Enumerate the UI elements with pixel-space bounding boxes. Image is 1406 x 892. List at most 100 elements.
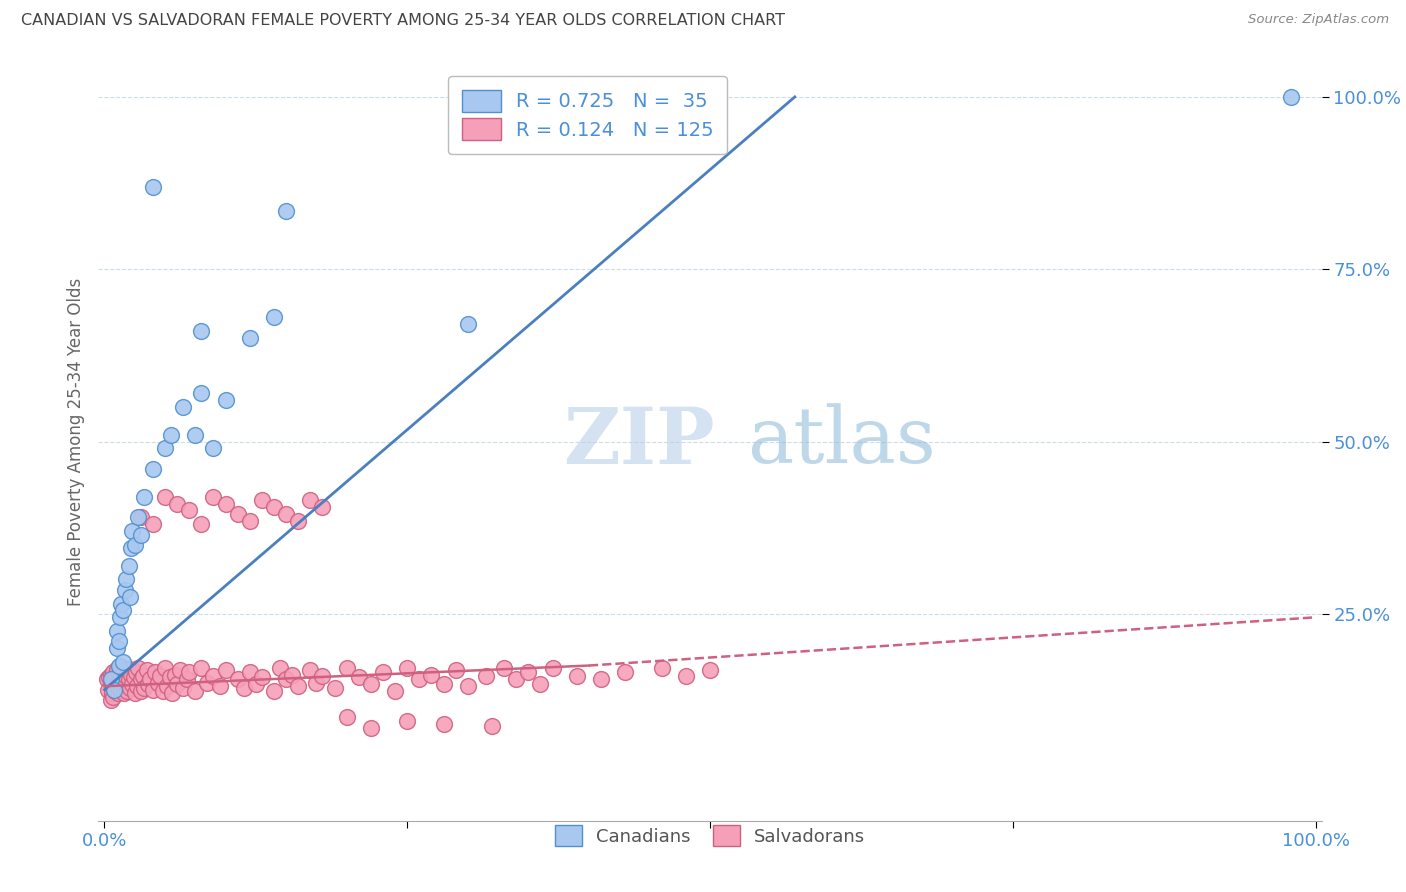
Point [162, 686, 184, 700]
Point [118, 662, 141, 676]
Point [118, 681, 141, 696]
Point [153, 442, 176, 456]
Point [153, 490, 176, 504]
Point [112, 686, 135, 700]
Point [172, 400, 194, 414]
Point [614, 665, 637, 680]
Point [276, 673, 298, 687]
Point [245, 677, 267, 691]
Point [214, 393, 236, 408]
Point [103, 673, 125, 687]
Point [103, 682, 125, 697]
Point [184, 684, 207, 698]
Point [105, 641, 128, 656]
Point [263, 500, 285, 514]
Point [179, 503, 201, 517]
Point [505, 673, 527, 687]
Point [108, 667, 131, 681]
Point [408, 673, 430, 687]
Point [100, 693, 122, 707]
Point [127, 660, 149, 674]
Point [108, 634, 131, 648]
Point [481, 718, 503, 732]
Point [190, 386, 212, 401]
Point [336, 710, 359, 724]
Point [475, 669, 498, 683]
Point [111, 655, 134, 669]
Point [115, 573, 138, 587]
Point [142, 179, 165, 194]
Point [135, 664, 157, 678]
Point [699, 664, 721, 678]
Point [121, 677, 143, 691]
Point [107, 675, 129, 690]
Point [129, 510, 152, 524]
Point [323, 681, 346, 696]
Point [396, 714, 419, 728]
Point [202, 442, 225, 456]
Point [97, 682, 120, 697]
Point [311, 669, 333, 683]
Point [103, 681, 125, 696]
Point [129, 684, 152, 698]
Point [517, 665, 540, 680]
Point [110, 673, 132, 687]
Point [396, 660, 419, 674]
Point [134, 681, 156, 696]
Point [132, 669, 155, 683]
Point [226, 673, 249, 687]
Point [444, 664, 467, 678]
Point [134, 490, 156, 504]
Point [118, 558, 141, 573]
Point [139, 673, 162, 687]
Point [371, 665, 394, 680]
Point [110, 610, 132, 624]
Point [190, 324, 212, 338]
Point [166, 497, 188, 511]
Point [143, 665, 166, 680]
Point [432, 677, 454, 691]
Point [110, 682, 132, 697]
Point [360, 721, 382, 735]
Point [214, 664, 236, 678]
Point [118, 673, 141, 687]
Point [121, 524, 143, 538]
Point [420, 667, 443, 681]
Point [156, 679, 179, 693]
Point [105, 679, 128, 693]
Point [432, 717, 454, 731]
Point [208, 679, 231, 693]
Point [202, 490, 225, 504]
Point [184, 427, 207, 442]
Point [142, 682, 165, 697]
Point [159, 670, 181, 684]
Point [160, 427, 183, 442]
Point [232, 681, 254, 696]
Point [110, 664, 132, 678]
Point [100, 667, 122, 681]
Point [104, 684, 127, 698]
Point [101, 690, 124, 704]
Point [347, 670, 370, 684]
Point [494, 660, 516, 674]
Point [108, 681, 131, 696]
Point [276, 203, 298, 218]
Point [100, 673, 122, 687]
Point [125, 665, 148, 680]
Point [114, 677, 136, 691]
Point [239, 331, 262, 345]
Point [149, 669, 172, 683]
Point [111, 660, 134, 674]
Point [250, 493, 273, 508]
Point [117, 684, 139, 698]
Point [269, 660, 291, 674]
Point [239, 514, 262, 528]
Point [384, 684, 406, 698]
Point [172, 681, 194, 696]
Point [226, 507, 249, 521]
Point [152, 684, 174, 698]
Point [176, 673, 198, 687]
Point [336, 660, 359, 674]
Point [108, 658, 131, 673]
Point [311, 500, 333, 514]
